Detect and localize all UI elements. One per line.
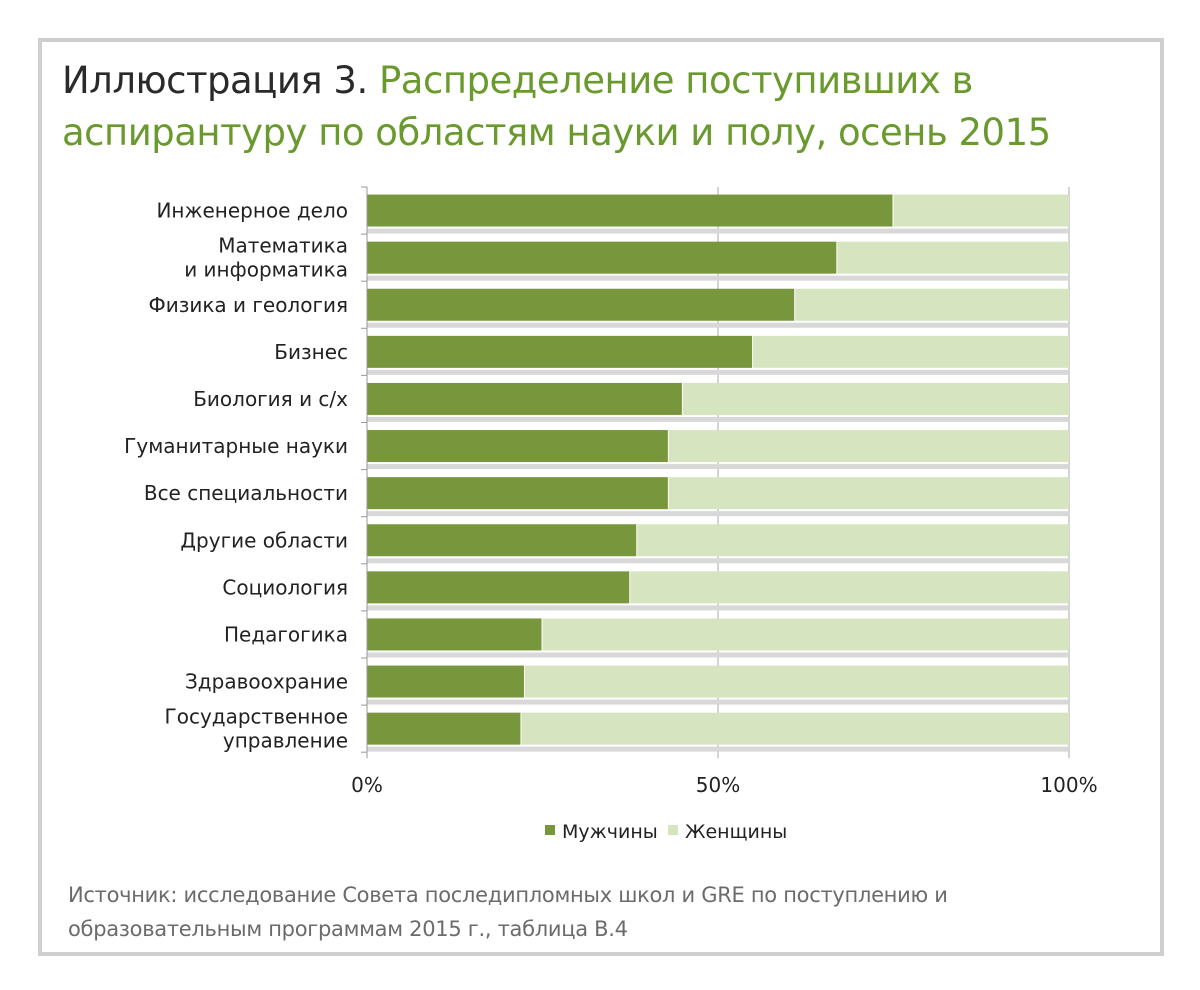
source-note: Источник: исследование Совета последипло… — [68, 878, 948, 946]
source-line1: Источник: исследование Совета последипло… — [68, 883, 948, 907]
bar-women — [893, 194, 1069, 227]
bar-women — [753, 335, 1069, 368]
bar-women — [630, 571, 1069, 604]
bar-shadow — [367, 322, 1069, 328]
chart-title: Иллюстрация 3. Распределение поступивших… — [62, 55, 1051, 159]
bar-men — [367, 712, 521, 745]
bar-shadow — [367, 464, 1069, 470]
category-label: управление — [223, 729, 348, 753]
x-tick-label: 100% — [1040, 773, 1097, 797]
bar-women — [682, 382, 1069, 415]
bar-women — [521, 712, 1069, 745]
category-label: Физика и геология — [148, 293, 348, 317]
bar-women — [837, 241, 1069, 274]
category-label: Все специальности — [144, 481, 348, 505]
category-label: Здравоохрание — [185, 670, 348, 694]
category-label: Биология и с/х — [193, 387, 348, 411]
bar-men — [367, 477, 668, 510]
category-label: Социология — [222, 575, 348, 599]
bar-women — [637, 524, 1069, 557]
category-label: Гуманитарные науки — [124, 434, 348, 458]
category-label: Другие области — [180, 528, 348, 552]
category-label: и информатика — [184, 258, 348, 282]
x-tick-label: 50% — [696, 773, 740, 797]
category-label: Бизнес — [274, 340, 348, 364]
title-line1: Распределение поступивших в — [379, 59, 973, 102]
legend-label: Мужчины — [562, 821, 658, 843]
title-prefix: Иллюстрация 3. — [62, 59, 368, 102]
category-label: Математика — [218, 234, 348, 258]
bar-shadow — [367, 746, 1069, 752]
bar-women — [795, 288, 1069, 321]
bar-men — [367, 618, 542, 651]
bar-shadow — [367, 228, 1069, 234]
bar-shadow — [367, 416, 1069, 422]
bar-women — [668, 477, 1069, 510]
bar-men — [367, 571, 630, 604]
bar-women — [524, 665, 1069, 698]
bar-men — [367, 288, 795, 321]
bar-shadow — [367, 652, 1069, 658]
bar-women — [542, 618, 1069, 651]
bar-men — [367, 194, 893, 227]
bar-women — [668, 430, 1069, 463]
bar-men — [367, 430, 668, 463]
bar-shadow — [367, 369, 1069, 375]
title-line2: аспирантуру по областям науки и полу, ос… — [62, 111, 1051, 154]
category-label: Государственное — [165, 705, 348, 729]
bar-men — [367, 524, 637, 557]
bar-shadow — [367, 511, 1069, 517]
bar-men — [367, 665, 524, 698]
bar-men — [367, 382, 682, 415]
category-label: Педагогика — [224, 622, 348, 646]
bar-shadow — [367, 275, 1069, 281]
bar-men — [367, 335, 753, 368]
legend-swatch — [668, 825, 678, 835]
category-label: Инженерное дело — [156, 199, 348, 223]
bar-shadow — [367, 699, 1069, 705]
legend-swatch — [545, 825, 555, 835]
x-tick-label: 0% — [351, 773, 383, 797]
bar-shadow — [367, 558, 1069, 564]
bar-men — [367, 241, 837, 274]
legend-label: Женщины — [685, 821, 787, 843]
bar-shadow — [367, 605, 1069, 611]
source-line2: образовательным программам 2015 г., табл… — [68, 917, 628, 941]
